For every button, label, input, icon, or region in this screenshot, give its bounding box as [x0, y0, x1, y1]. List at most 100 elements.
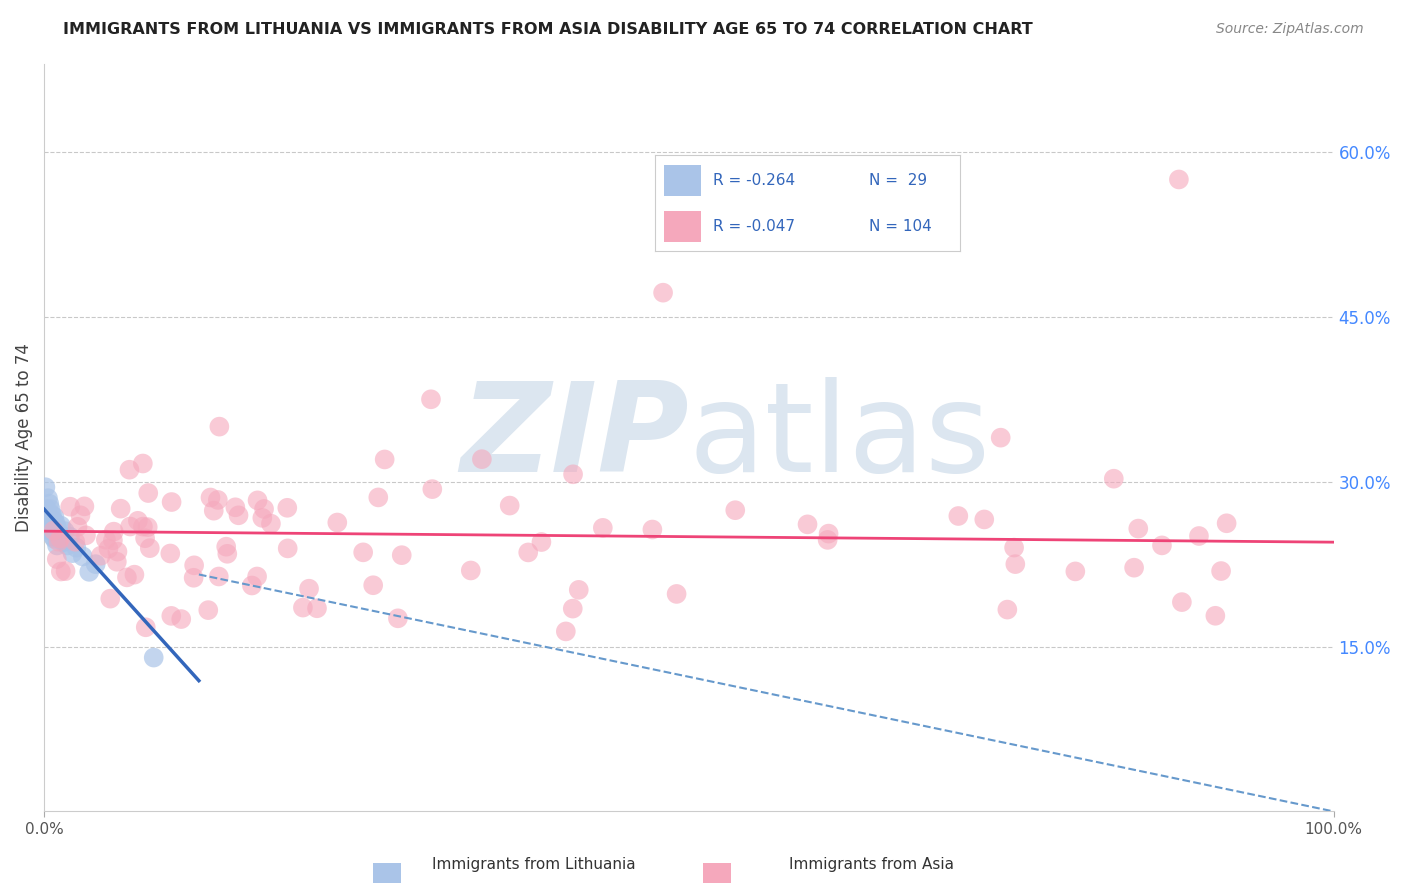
Point [276, 500, 298, 515]
Point [183, 558, 205, 573]
Point [55, 564, 77, 578]
Point [45, 516, 67, 531]
Point [77, 565, 100, 579]
Point [517, 545, 540, 559]
Point [995, 602, 1018, 616]
Point [110, 501, 132, 516]
Point [160, 495, 183, 509]
Point [420, 482, 443, 496]
Point [134, 531, 156, 545]
Point [107, 544, 129, 558]
Point [48, 534, 70, 549]
Point [252, 511, 274, 525]
Bar [665, 165, 702, 195]
Point [59, 530, 82, 544]
Point [215, 540, 238, 554]
Text: N = 104: N = 104 [869, 219, 932, 234]
Point [1204, 608, 1226, 623]
Text: R = -0.264: R = -0.264 [713, 173, 796, 187]
Point [260, 516, 283, 531]
Point [1188, 529, 1211, 543]
Point [217, 547, 239, 561]
Point [49, 532, 72, 546]
Point [471, 452, 494, 467]
Text: R = -0.047: R = -0.047 [713, 219, 796, 234]
Point [305, 601, 328, 615]
Point [49, 565, 72, 579]
Point [39, 524, 62, 538]
Point [56, 539, 79, 553]
Point [105, 555, 128, 569]
Point [291, 600, 314, 615]
Point [94, 533, 117, 547]
Point [136, 486, 159, 500]
Point [132, 519, 155, 533]
Point [65, 534, 87, 549]
Point [37, 491, 59, 506]
Point [387, 611, 409, 625]
Point [326, 516, 349, 530]
Text: N =  29: N = 29 [869, 173, 927, 187]
Point [38, 518, 60, 533]
Point [136, 520, 159, 534]
Point [973, 512, 995, 526]
Point [208, 419, 231, 434]
Point [115, 570, 138, 584]
Point [42, 513, 65, 527]
Point [253, 502, 276, 516]
Point [561, 601, 583, 615]
Point [1004, 557, 1026, 571]
Point [460, 564, 482, 578]
Point [118, 463, 141, 477]
Text: ZIP: ZIP [460, 377, 689, 499]
Point [84, 557, 107, 571]
Point [37, 513, 59, 527]
Point [817, 526, 839, 541]
Point [46, 521, 69, 535]
Point [499, 499, 522, 513]
Point [1102, 472, 1125, 486]
Point [69, 508, 91, 523]
Point [391, 548, 413, 562]
Point [49, 518, 72, 533]
Point [46, 539, 69, 553]
Text: Source: ZipAtlas.com: Source: ZipAtlas.com [1216, 22, 1364, 37]
Point [948, 508, 970, 523]
Point [200, 491, 222, 505]
Point [817, 533, 839, 547]
Point [39, 502, 62, 516]
Point [53, 524, 76, 538]
Point [568, 582, 591, 597]
Point [45, 552, 67, 566]
Point [1064, 565, 1087, 579]
Point [1215, 516, 1237, 531]
Point [724, 503, 747, 517]
Point [127, 514, 149, 528]
Point [66, 520, 89, 534]
Point [367, 491, 389, 505]
Point [1150, 538, 1173, 552]
Point [641, 523, 664, 537]
Point [135, 620, 157, 634]
Point [41, 508, 63, 522]
Text: Immigrants from Asia: Immigrants from Asia [789, 857, 955, 872]
Point [98, 591, 121, 606]
Point [62, 546, 84, 560]
Point [101, 533, 124, 548]
Point [208, 569, 231, 583]
Point [652, 285, 675, 300]
Point [592, 521, 614, 535]
Point [97, 541, 120, 556]
Point [562, 467, 585, 482]
Bar [665, 211, 702, 242]
Point [246, 493, 269, 508]
Point [298, 582, 321, 596]
Point [1209, 564, 1232, 578]
Point [41, 524, 63, 538]
Point [530, 535, 553, 549]
Point [202, 504, 225, 518]
Point [103, 524, 125, 539]
Point [228, 508, 250, 523]
Point [42, 524, 65, 538]
Point [139, 541, 162, 556]
